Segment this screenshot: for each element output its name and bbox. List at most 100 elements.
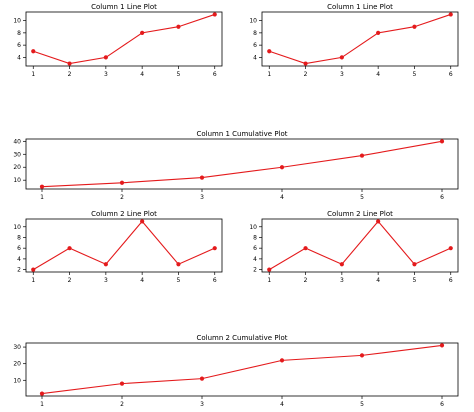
y-tick-label: 2 [17,267,21,274]
y-tick-label: 2 [253,267,257,274]
y-tick-label: 6 [253,245,257,252]
x-tick-label: 6 [449,277,453,284]
data-point [140,30,145,35]
x-tick-label: 2 [68,277,72,284]
y-tick-label: 4 [17,54,21,61]
chart-title: Column 1 Line Plot [327,3,393,11]
chart-title: Column 2 Cumulative Plot [196,334,287,342]
y-tick-label: 20 [13,361,21,368]
data-point [359,153,365,158]
x-tick-label: 2 [120,401,124,408]
y-tick-label: 10 [249,224,257,231]
data-point [303,61,308,66]
data-point [199,376,205,381]
data-point [31,49,36,54]
axes-frame [25,218,223,273]
data-point [212,246,217,251]
chart-panel-1: Column 1 Line Plot 1 2 3 4 5 6 4 6 8 10 [13,3,223,78]
x-tick-label: 2 [120,194,124,201]
chart-title: Column 2 Line Plot [327,210,393,218]
y-tick-label: 10 [249,18,257,25]
chart-title: Column 1 Cumulative Plot [196,130,287,138]
y-tick-label: 6 [17,42,21,49]
x-tick-label: 5 [177,71,181,78]
series-line [33,13,215,65]
x-tick-label: 4 [280,401,284,408]
data-point [359,353,365,358]
data-point [303,246,308,251]
x-tick-label: 6 [440,194,444,201]
data-point [412,262,417,267]
x-tick-label: 3 [200,194,204,201]
data-point [103,262,108,267]
x-tick-label: 5 [177,277,181,284]
y-tick-label: 30 [13,151,21,158]
x-tick-label: 5 [413,277,417,284]
data-point [376,30,381,35]
x-tick-label: 1 [40,194,44,201]
axes-frame [261,11,459,67]
series-line [268,220,451,271]
chart-panel-5: Column 2 Line Plot 1 2 3 4 5 6 2 4 6 8 10 [249,210,459,284]
data-point [376,219,381,224]
data-point [267,49,272,54]
series-line [269,13,451,65]
x-tick-label: 3 [104,71,108,78]
axes-frame [25,138,459,190]
x-tick-label: 5 [413,71,417,78]
x-tick-label: 2 [304,71,308,78]
y-tick-label: 4 [17,256,21,263]
data-point [339,262,344,267]
x-tick-label: 4 [140,277,144,284]
chart-title: Column 1 Line Plot [91,3,157,11]
data-point [140,219,145,224]
data-point [279,358,285,363]
chart-panel-6: Column 2 Cumulative Plot 1 2 3 4 5 6 10 20 30 [13,334,459,408]
y-tick-label: 8 [253,234,257,241]
data-point [119,381,125,386]
x-tick-label: 6 [213,277,217,284]
y-tick-label: 10 [13,377,21,384]
x-tick-label: 5 [360,401,364,408]
y-tick-label: 6 [253,42,257,49]
x-tick-label: 4 [376,71,380,78]
chart-panel-2: Column 1 Line Plot 1 2 3 4 5 6 4 6 8 10 [249,3,459,78]
y-tick-label: 10 [13,177,21,184]
y-tick-label: 20 [13,164,21,171]
data-point [67,61,72,66]
series-line [41,344,443,395]
y-tick-label: 10 [13,18,21,25]
y-tick-label: 10 [13,224,21,231]
data-point [412,24,417,29]
x-tick-label: 6 [213,71,217,78]
data-point [176,262,181,267]
data-point [67,246,72,251]
chart-panel-3: Column 1 Cumulative Plot 1 2 3 4 5 6 10 20 30 40 [13,130,459,201]
data-point [439,343,445,348]
x-tick-label: 1 [267,277,271,284]
axes-frame [25,342,459,397]
data-point [31,267,36,272]
y-tick-label: 6 [17,245,21,252]
x-tick-label: 6 [449,71,453,78]
y-tick-label: 8 [253,30,257,37]
x-tick-label: 1 [40,401,44,408]
x-tick-label: 4 [140,71,144,78]
data-point [339,55,344,60]
x-tick-label: 3 [200,401,204,408]
data-point [176,24,181,29]
y-tick-label: 4 [253,54,257,61]
data-point [448,246,453,251]
data-point [39,391,45,396]
data-point [103,55,108,60]
data-point [119,180,125,185]
chart-title: Column 2 Line Plot [91,210,157,218]
axes-frame [25,11,223,67]
x-tick-label: 3 [340,71,344,78]
x-tick-label: 2 [68,71,72,78]
data-point [212,12,217,17]
data-point [199,175,205,180]
data-point [448,12,453,17]
x-tick-label: 2 [304,277,308,284]
